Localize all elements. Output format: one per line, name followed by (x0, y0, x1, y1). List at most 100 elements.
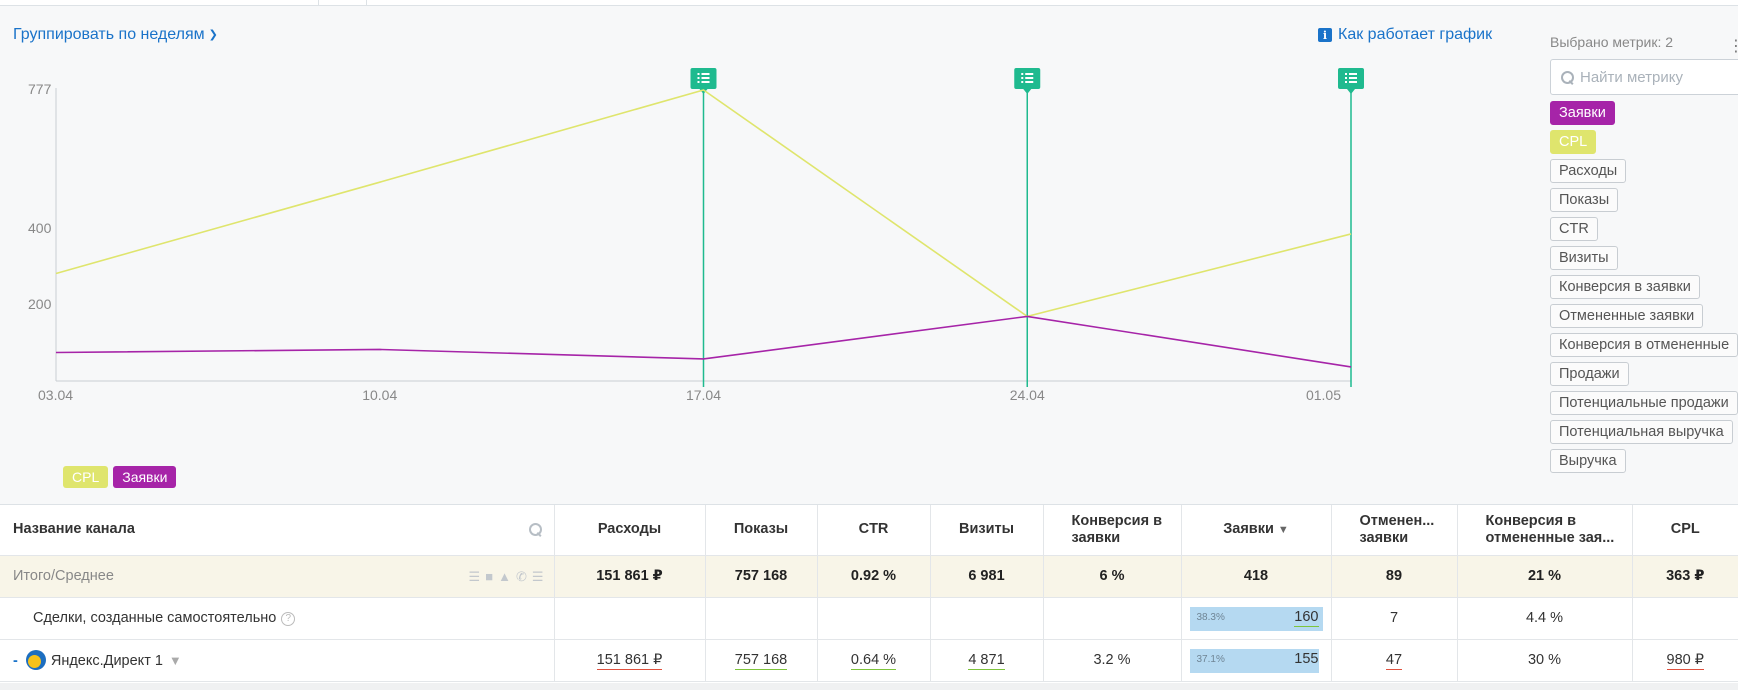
cell-impressions: 757 168 (705, 639, 818, 682)
col-header-spend[interactable]: Расходы (554, 505, 706, 556)
visits-link[interactable]: 4 871 (968, 652, 1005, 670)
block-view-icon[interactable]: ■ (485, 568, 494, 584)
cell-conversion: 6 % (1043, 555, 1182, 598)
metric-chip[interactable]: Потенциальные продажи (1550, 391, 1738, 415)
metric-chip[interactable]: Конверсия в отмененные (1550, 333, 1738, 357)
metric-search-box[interactable] (1550, 59, 1738, 95)
cell-spend (554, 597, 706, 640)
chart-panel: Группировать по неделям ❯ i Как работает… (0, 6, 1738, 504)
col-header-conversion-cancelled[interactable]: Конверсия в отмененные зая... (1457, 505, 1633, 556)
marker-list-line (1349, 77, 1357, 79)
leads-value[interactable]: 155 (1294, 650, 1319, 667)
table-header-row: Название канала Расходы Показы CTR Визит… (0, 505, 1738, 556)
list-view-icon[interactable]: ☰ (468, 568, 481, 584)
col-header-cpl[interactable]: CPL (1632, 505, 1738, 556)
marker-list-line (701, 77, 710, 79)
legend-item-cpl[interactable]: CPL (63, 466, 109, 488)
bullet-list-icon[interactable]: ☰ (531, 568, 544, 584)
metric-chip[interactable]: Показы (1550, 188, 1619, 212)
col-header-visits[interactable]: Визиты (930, 505, 1044, 556)
marker-list-dot (697, 81, 700, 83)
marker-list-line (701, 81, 710, 83)
col-header-channel-name[interactable]: Название канала (0, 505, 555, 556)
metric-chip[interactable]: Отмененные заявки (1550, 304, 1704, 328)
cancelled-link[interactable]: 47 (1385, 652, 1403, 670)
cell-cpl: 363 ₽ (1632, 555, 1738, 598)
how-chart-works-link[interactable]: i Как работает график (1318, 26, 1492, 44)
search-icon (1561, 70, 1574, 84)
area-chart-icon[interactable]: ▲ (498, 568, 511, 584)
metric-search-input[interactable] (1580, 68, 1738, 86)
cell-cpl (1632, 597, 1738, 640)
search-icon[interactable] (528, 523, 542, 536)
leads-share-bar (1189, 606, 1323, 631)
metric-chip[interactable]: Выручка (1550, 449, 1626, 473)
marker-list-dot (697, 73, 700, 75)
table-row[interactable]: Сделки, созданные самостоятельно? 38.3% … (0, 597, 1738, 640)
leads-share-pct: 38.3% (1196, 611, 1225, 623)
selected-metrics-count: Выбрано метрик: 2 (1550, 34, 1674, 50)
marker-list-line (1025, 73, 1034, 75)
cell-ctr: 0.64 % (817, 639, 931, 682)
col-header-impressions[interactable]: Показы (705, 505, 818, 556)
marker-list-dot (1345, 81, 1347, 83)
help-icon[interactable]: ? (281, 612, 296, 626)
metrics-panel: Выбрано метрик: 2 ⋮⋮ Заявки CPL Расходы Пок… (1550, 26, 1738, 506)
cell-leads: 418 (1181, 555, 1332, 598)
metric-chip[interactable]: Заявки (1550, 101, 1615, 125)
cell-visits: 6 981 (930, 555, 1044, 598)
marker-list-dot (1345, 73, 1347, 75)
leads-value[interactable]: 160 (1294, 608, 1319, 627)
group-by-weeks-dropdown[interactable]: Группировать по неделям ❯ (13, 26, 218, 44)
view-mode-icons: ☰ ■ ▲ ✆ ☰ (469, 569, 544, 585)
cell-spend: 151 861 ₽ (554, 555, 706, 598)
line-chart: 777 400 200 03.04 10.04 17.04 24.04 01.05 (28, 68, 1364, 403)
spend-link[interactable]: 151 861 ₽ (596, 652, 663, 670)
x-tick-label: 03.04 (38, 387, 73, 403)
col-header-ctr[interactable]: CTR (817, 505, 931, 556)
marker-list-line (1349, 81, 1357, 83)
cell-ctr (817, 597, 931, 640)
cell-visits (930, 597, 1044, 640)
metric-chip[interactable]: CTR (1550, 217, 1598, 241)
cell-leads: 38.3% 160 (1181, 597, 1332, 640)
total-label: Итого/Среднее (13, 568, 114, 584)
phone-icon[interactable]: ✆ (515, 568, 527, 584)
info-icon: i (1318, 28, 1332, 42)
table-row-total: Итого/Среднее ☰ ■ ▲ ✆ ☰ 151 861 ₽ 757 16… (0, 555, 1738, 598)
x-tick-label: 01.05 (1306, 387, 1341, 403)
metric-chip[interactable]: Продажи (1550, 362, 1629, 386)
marker-list-line (701, 73, 710, 75)
channel-name: Яндекс.Директ 1 (50, 653, 163, 669)
ctr-link[interactable]: 0.64 % (850, 652, 897, 670)
collapse-toggle[interactable]: - (13, 653, 18, 669)
drag-handle-icon[interactable]: ⋮⋮ (1728, 38, 1738, 55)
cpl-link[interactable]: 980 ₽ (1666, 652, 1704, 670)
cell-spend: 151 861 ₽ (554, 639, 706, 682)
marker-list-line (1349, 73, 1357, 75)
impressions-link[interactable]: 757 168 (734, 652, 788, 670)
col-header-cancelled[interactable]: Отменен... заявки (1331, 505, 1458, 556)
cell-visits: 4 871 (930, 639, 1044, 682)
legend-item-leads[interactable]: Заявки (113, 466, 177, 488)
metric-chip[interactable]: Визиты (1550, 246, 1618, 270)
col-header-leads[interactable]: Заявки ▼ (1181, 505, 1332, 556)
col-header-conversion[interactable]: Конверсия в заявки (1043, 505, 1182, 556)
table-row[interactable]: - Яндекс.Директ 1 ▼ 151 861 ₽ 757 168 0.64… (0, 639, 1738, 682)
cell-cancelled: 89 (1331, 555, 1458, 598)
cell-ctr: 0.92 % (817, 555, 931, 598)
marker-list-dot (1021, 77, 1024, 79)
how-chart-works-label: Как работает график (1338, 26, 1493, 43)
metric-chip[interactable]: CPL (1550, 130, 1597, 154)
metric-chip[interactable]: Потенциальная выручка (1550, 420, 1733, 444)
metric-chip[interactable]: Расходы (1550, 159, 1627, 183)
marker-list-dot (1021, 73, 1024, 75)
cell-cpl: 980 ₽ (1632, 639, 1738, 682)
metric-chip[interactable]: Конверсия в заявки (1550, 275, 1700, 299)
y-tick-label: 777 (28, 81, 52, 97)
metric-chip-list: Заявки CPL Расходы Показы CTR Визиты Конверсия… (1550, 101, 1738, 473)
chart-legend: CPL Заявки (63, 466, 177, 488)
channel-name: Сделки, созданные самостоятельно (33, 610, 277, 626)
cell-name: Сделки, созданные самостоятельно? (0, 597, 555, 640)
marker-list-dot (697, 77, 700, 79)
